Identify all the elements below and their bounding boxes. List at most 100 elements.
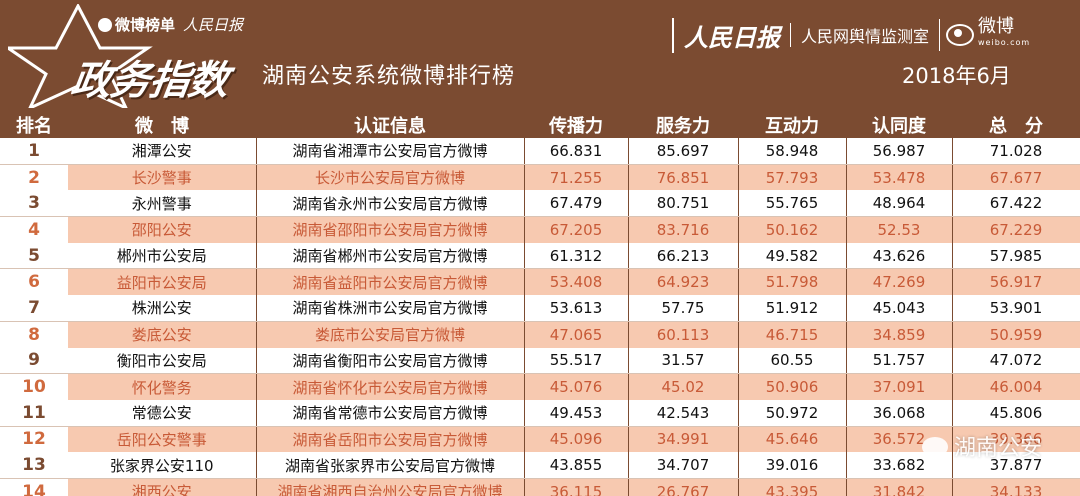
cell-service: 34.707 <box>628 452 739 479</box>
cell-interact: 51.912 <box>738 295 847 322</box>
page-subtitle: 湖南公安系统微博排行榜 <box>262 64 516 89</box>
cell-interact: 43.395 <box>738 478 847 496</box>
cell-recognition: 36.572 <box>846 426 953 453</box>
cell-total: 34.133 <box>952 478 1080 496</box>
cell-weibo-name: 益阳市公安局 <box>68 268 257 296</box>
cell-service: 34.991 <box>628 426 739 453</box>
cell-auth-info: 娄底市公安局官方微博 <box>256 321 525 348</box>
cell-recognition: 48.964 <box>846 190 953 218</box>
cell-rank: 4 <box>0 216 68 243</box>
cell-spread: 67.205 <box>524 216 629 243</box>
cell-service: 45.02 <box>628 373 739 400</box>
cell-service: 66.213 <box>628 242 739 270</box>
brand-rmrb: 人民日报 <box>672 17 790 53</box>
cell-rank: 11 <box>0 399 68 427</box>
col-total: 总 分 <box>952 112 1080 138</box>
col-auth: 认证信息 <box>256 112 524 138</box>
cell-auth-info: 湖南省岳阳市公安局官方微博 <box>256 426 525 453</box>
cell-spread: 67.479 <box>524 190 629 218</box>
cell-interact: 45.646 <box>738 426 847 453</box>
table-row: 5 郴州市公安局 湖南省郴州市公安局官方微博 61.312 66.213 49.582 43… <box>0 242 1080 270</box>
cell-recognition: 51.757 <box>846 347 953 375</box>
table-row: 1 湘潭公安 湖南省湘潭市公安局官方微博 66.831 85.697 58.948 56.9… <box>0 138 1080 165</box>
cell-weibo-name: 常德公安 <box>68 399 257 427</box>
cell-auth-info: 湖南省湘西自治州公安局官方微博 <box>256 478 525 496</box>
badge-weibo: 微博榜单 <box>98 14 175 35</box>
cell-weibo-name: 湘潭公安 <box>68 138 257 165</box>
cell-auth-info: 湖南省株洲市公安局官方微博 <box>256 295 525 322</box>
cell-weibo-name: 郴州市公安局 <box>68 242 257 270</box>
cell-recognition: 56.987 <box>846 138 953 165</box>
table-row: 14 湘西公安 湖南省湘西自治州公安局官方微博 36.115 26.767 43.395 3… <box>0 478 1080 496</box>
cell-recognition: 34.859 <box>846 321 953 348</box>
cell-recognition: 53.478 <box>846 164 953 191</box>
report-date: 2018年6月 <box>902 64 1011 88</box>
table-row: 4 邵阳公安 湖南省邵阳市公安局官方微博 67.205 83.716 50.162 52.5… <box>0 216 1080 243</box>
cell-recognition: 52.53 <box>846 216 953 243</box>
weibo-badge-icon <box>98 18 112 32</box>
cell-spread: 71.255 <box>524 164 629 191</box>
cell-auth-info: 湖南省张家界市公安局官方微博 <box>256 452 525 479</box>
brand-yq: 人民网舆情监测室 <box>790 23 939 47</box>
brand-weibo: 微博 weibo.com <box>939 18 1031 51</box>
cell-spread: 43.855 <box>524 452 629 479</box>
cell-auth-info: 湖南省衡阳市公安局官方微博 <box>256 347 525 375</box>
zhengwu-logo: 微博榜单 人民日报 政务指数 <box>8 4 278 108</box>
cell-interact: 46.715 <box>738 321 847 348</box>
cell-weibo-name: 娄底公安 <box>68 321 257 348</box>
cell-total: 53.901 <box>952 295 1080 322</box>
cell-interact: 60.55 <box>738 347 847 375</box>
table-body: 1 湘潭公安 湖南省湘潭市公安局官方微博 66.831 85.697 58.948 56.9… <box>0 138 1080 496</box>
cell-rank: 10 <box>0 373 68 400</box>
cell-interact: 58.948 <box>738 138 847 165</box>
cell-rank: 3 <box>0 190 68 218</box>
cell-auth-info: 湖南省常德市公安局官方微博 <box>256 399 525 427</box>
cell-spread: 36.115 <box>524 478 629 496</box>
cell-service: 26.767 <box>628 478 739 496</box>
brand-weibo-url: weibo.com <box>978 38 1031 47</box>
cell-service: 85.697 <box>628 138 739 165</box>
cell-spread: 55.517 <box>524 347 629 375</box>
watermark: 湖南公安 <box>922 430 1042 462</box>
cell-auth-info: 湖南省郴州市公安局官方微博 <box>256 242 525 270</box>
cell-total: 39.366 <box>952 426 1080 453</box>
cell-service: 60.113 <box>628 321 739 348</box>
cell-total: 67.229 <box>952 216 1080 243</box>
weibo-logo-icon <box>946 24 975 46</box>
cell-weibo-name: 衡阳市公安局 <box>68 347 257 375</box>
cell-spread: 66.831 <box>524 138 629 165</box>
cell-auth-info: 长沙市公安局官方微博 <box>256 164 525 191</box>
cell-spread: 53.408 <box>524 268 629 296</box>
cell-weibo-name: 株洲公安 <box>68 295 257 322</box>
col-spread: 传播力 <box>524 112 628 138</box>
logo-title: 政务指数 <box>68 58 231 104</box>
cell-total: 50.959 <box>952 321 1080 348</box>
col-service: 服务力 <box>628 112 738 138</box>
cell-spread: 47.065 <box>524 321 629 348</box>
table-row: 8 娄底公安 娄底市公安局官方微博 47.065 60.113 46.715 34.859 5… <box>0 321 1080 348</box>
cell-recognition: 45.043 <box>846 295 953 322</box>
cell-weibo-name: 永州警事 <box>68 190 257 218</box>
cell-service: 31.57 <box>628 347 739 375</box>
cell-recognition: 43.626 <box>846 242 953 270</box>
cell-weibo-name: 邵阳公安 <box>68 216 257 243</box>
cell-service: 42.543 <box>628 399 739 427</box>
table-row: 2 长沙警事 长沙市公安局官方微博 71.255 76.851 57.793 53.478 6… <box>0 164 1080 191</box>
table-row: 7 株洲公安 湖南省株洲市公安局官方微博 53.613 57.75 51.912 45.04… <box>0 295 1080 322</box>
table-row: 13 张家界公安110 湖南省张家界市公安局官方微博 43.855 34.707 39.0… <box>0 452 1080 479</box>
cell-recognition: 36.068 <box>846 399 953 427</box>
cell-interact: 51.798 <box>738 268 847 296</box>
col-weibo: 微 博 <box>68 112 256 138</box>
col-interact: 互动力 <box>738 112 846 138</box>
cell-auth-info: 湖南省永州市公安局官方微博 <box>256 190 525 218</box>
cell-rank: 6 <box>0 268 68 296</box>
cell-weibo-name: 怀化警务 <box>68 373 257 400</box>
cell-spread: 53.613 <box>524 295 629 322</box>
star-icon <box>8 4 153 108</box>
table-header-row: 排名 微 博 认证信息 传播力 服务力 互动力 认同度 总 分 <box>0 112 1080 138</box>
badge-rmrb: 人民日报 <box>183 16 244 34</box>
brand-bar: 人民日报 人民网舆情监测室 微博 weibo.com <box>672 17 1031 53</box>
cell-spread: 61.312 <box>524 242 629 270</box>
wechat-icon <box>922 437 948 457</box>
cell-spread: 45.096 <box>524 426 629 453</box>
